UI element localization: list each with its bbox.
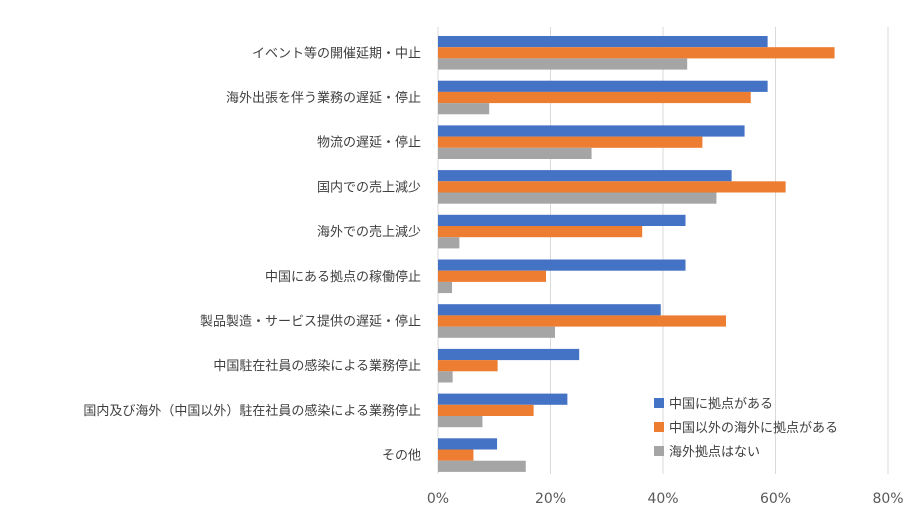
- bar: [438, 36, 768, 48]
- legend-label: 海外拠点はない: [669, 445, 760, 460]
- x-tick-label: 0%: [427, 491, 449, 507]
- legend-label: 中国に拠点がある: [669, 397, 773, 412]
- bar: [438, 304, 661, 316]
- category-label: 海外での売上減少: [317, 224, 421, 240]
- legend-swatch: [654, 446, 664, 456]
- category-label: その他: [382, 449, 421, 464]
- bar: [438, 237, 460, 249]
- bar: [438, 449, 474, 461]
- category-label: 製品製造・サービス提供の遅延・停止: [200, 314, 421, 330]
- bar: [438, 214, 686, 226]
- category-label: 中国駐在社員の感染による業務停止: [213, 358, 421, 374]
- bar: [438, 371, 453, 383]
- bar: [438, 125, 745, 137]
- category-label: 物流の遅延・停止: [317, 135, 421, 151]
- x-tick-label: 60%: [760, 491, 791, 507]
- x-axis-tick-labels: 0% 20% 40% 60% 80%: [427, 491, 904, 507]
- bar: [438, 281, 453, 294]
- bar: [438, 315, 726, 327]
- bar: [438, 259, 686, 271]
- category-label: 国内での売上減少: [317, 179, 421, 195]
- bar: [438, 416, 483, 428]
- bar: [438, 58, 688, 70]
- category-label: 中国にある拠点の稼働停止: [265, 269, 421, 285]
- bar: [438, 91, 751, 104]
- x-tick-label: 80%: [872, 491, 903, 507]
- x-tick-label: 20%: [535, 491, 566, 507]
- bar: [438, 348, 580, 361]
- bar: [438, 360, 498, 372]
- legend-swatch: [654, 422, 664, 432]
- bar: [438, 170, 732, 182]
- x-tick-label: 40%: [647, 491, 678, 507]
- bar: [438, 103, 490, 115]
- bar: [438, 47, 835, 59]
- bar: [438, 438, 498, 450]
- bar: [438, 80, 768, 92]
- bar: [438, 181, 786, 193]
- bar: [438, 270, 546, 282]
- bar: [438, 136, 703, 148]
- bar: [438, 326, 555, 338]
- bar: [438, 404, 534, 416]
- legend-label: 中国以外の海外に拠点がある: [669, 421, 838, 436]
- legend-swatch: [654, 398, 664, 408]
- bar: [438, 147, 592, 159]
- bars: [438, 36, 835, 472]
- category-label: イベント等の開催延期・中止: [252, 45, 421, 61]
- category-labels: イベント等の開催延期・中止海外出張を伴う業務の遅延・停止物流の遅延・停止国内での…: [83, 45, 421, 463]
- category-label: 海外出張を伴う業務の遅延・停止: [226, 90, 421, 106]
- bar: [438, 192, 717, 204]
- bar: [438, 460, 526, 472]
- bar: [438, 393, 568, 405]
- category-label: 国内及び海外（中国以外）駐在社員の感染による業務停止: [83, 403, 421, 419]
- bar: [438, 226, 643, 238]
